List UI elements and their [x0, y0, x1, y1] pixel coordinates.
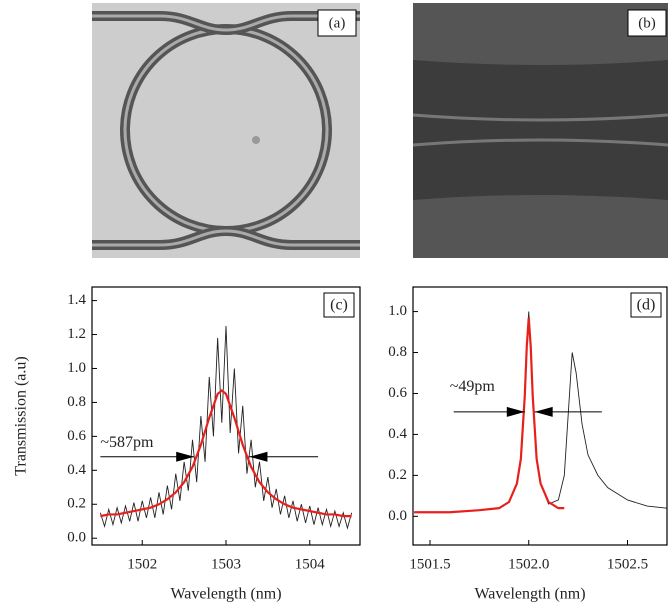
x-axis-label: Wavelength (nm) [474, 586, 585, 603]
label-box [627, 9, 667, 37]
y-tick-label: 0.2 [67, 496, 86, 512]
y-tick-label: 0.6 [388, 385, 407, 401]
y-tick-label: 0.0 [67, 530, 86, 546]
label-box [630, 292, 662, 318]
plot-area [414, 311, 667, 514]
panel-label: (b) [638, 15, 656, 31]
label-box [317, 9, 357, 37]
series-line [414, 317, 565, 514]
x-tick-label: 1501.5 [409, 556, 450, 572]
y-axis-label: Transmission (a.u) [13, 356, 30, 475]
panel-label: (a) [329, 15, 346, 31]
y-tick-label: 1.0 [388, 303, 407, 319]
y-tick-label: 0.8 [67, 394, 86, 410]
plot-frame [91, 286, 361, 546]
panel-label: (c) [330, 297, 348, 314]
x-tick-label: 1502 [127, 556, 157, 572]
x-tick-label: 1503 [211, 556, 241, 572]
label-box [323, 292, 355, 318]
arrow-head [249, 451, 268, 462]
y-tick-label: 0.0 [388, 508, 407, 524]
y-tick-label: 0.8 [388, 344, 407, 360]
plot-area [99, 326, 353, 530]
y-tick-label: 1.2 [67, 326, 86, 342]
arrow-head [176, 451, 195, 462]
y-tick-label: 1.4 [67, 292, 86, 308]
series-line [99, 326, 353, 530]
x-axis-label: Wavelength (nm) [170, 586, 281, 603]
annotation: ~587pm [100, 434, 154, 451]
series-line [100, 389, 352, 518]
arrow-head [506, 406, 525, 417]
y-tick-label: 0.6 [67, 428, 86, 444]
x-tick-label: 1502.5 [607, 556, 648, 572]
panel-label: (d) [637, 297, 656, 314]
x-tick-label: 1504 [295, 556, 326, 572]
y-tick-label: 1.0 [67, 360, 86, 376]
y-tick-label: 0.4 [67, 462, 86, 478]
image-b [413, 3, 668, 258]
annotation: ~49pm [450, 378, 496, 395]
image-a [92, 3, 360, 258]
x-tick-label: 1502.0 [508, 556, 549, 572]
y-tick-label: 0.4 [388, 426, 407, 442]
y-tick-label: 0.2 [388, 467, 407, 483]
plot-frame [412, 286, 668, 546]
arrow-head [534, 406, 553, 417]
